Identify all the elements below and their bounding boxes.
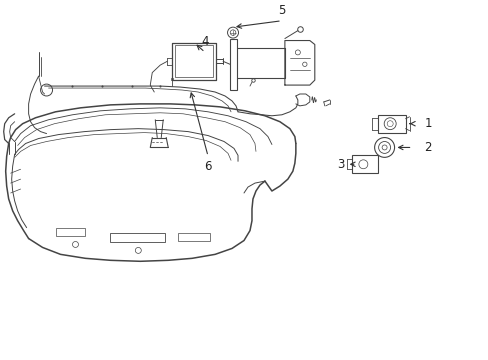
Bar <box>56 228 85 235</box>
Bar <box>351 156 377 173</box>
Text: 3: 3 <box>337 158 344 171</box>
Bar <box>178 233 210 240</box>
Text: 5: 5 <box>278 4 285 17</box>
Text: 1: 1 <box>424 117 431 130</box>
Bar <box>172 42 216 80</box>
Text: 6: 6 <box>204 160 211 173</box>
Text: 4: 4 <box>201 35 208 49</box>
Bar <box>175 45 213 77</box>
Bar <box>377 115 405 132</box>
Bar <box>110 233 165 243</box>
Text: 2: 2 <box>424 141 431 154</box>
Bar <box>229 39 237 90</box>
